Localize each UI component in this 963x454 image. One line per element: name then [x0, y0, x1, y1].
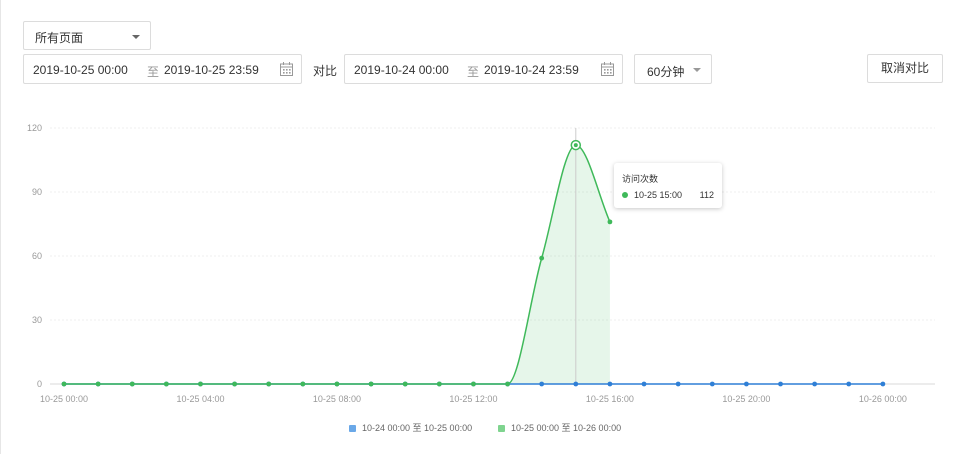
interval-select-value: 60分钟	[647, 65, 685, 79]
y-tick-label: 60	[32, 251, 42, 261]
compare-range-separator: 至	[467, 65, 480, 79]
y-tick-label: 30	[32, 315, 42, 325]
x-tick-label: 10-25 20:00	[722, 394, 770, 404]
data-point	[744, 381, 749, 387]
legend-item-compare[interactable]: 10-24 00:00 至 10-25 00:00	[349, 421, 472, 434]
legend-label: 10-25 00:00 至 10-26 00:00	[511, 423, 622, 433]
frame-border	[0, 0, 1, 454]
visits-chart[interactable]: 0 30 60 90 120 10-25 00:00 10-25 04:00 10-25 0…	[0, 110, 963, 410]
current-range-start: 2019-10-25 00:00	[33, 63, 128, 77]
y-tick-label: 0	[37, 379, 42, 389]
data-point	[812, 381, 818, 387]
legend-swatch	[349, 425, 356, 433]
data-point	[539, 255, 545, 261]
x-tick-label: 10-25 08:00	[313, 394, 361, 404]
tooltip-value: 112	[699, 190, 714, 200]
data-point	[368, 381, 374, 387]
data-point	[232, 381, 238, 387]
data-point	[300, 381, 306, 387]
data-point	[641, 381, 647, 387]
legend-swatch	[498, 425, 505, 433]
data-point	[95, 381, 101, 387]
current-date-range-picker[interactable]: 2019-10-25 00:00 至 2019-10-25 23:59	[23, 54, 302, 84]
data-point	[607, 219, 613, 225]
data-point	[607, 381, 613, 387]
calendar-icon[interactable]	[601, 62, 614, 76]
page-select[interactable]: 所有页面	[23, 21, 151, 50]
data-point	[61, 381, 67, 387]
chart-tooltip: 访问次数 10-25 15:00 112	[614, 163, 722, 208]
data-point	[778, 381, 783, 387]
x-tick-label: 10-25 00:00	[40, 394, 88, 404]
data-point	[539, 381, 545, 387]
data-point	[505, 381, 510, 387]
current-range-separator: 至	[147, 65, 160, 79]
chevron-down-icon	[693, 68, 701, 72]
data-point	[846, 381, 852, 387]
compare-label: 对比	[313, 64, 338, 78]
series-area-current	[64, 145, 610, 384]
legend-label: 10-24 00:00 至 10-25 00:00	[362, 423, 473, 433]
data-point	[129, 381, 135, 387]
chevron-down-icon	[132, 35, 140, 39]
compare-range-end: 2019-10-24 23:59	[484, 63, 579, 77]
data-point	[675, 381, 681, 387]
data-point	[573, 381, 579, 387]
current-range-end: 2019-10-25 23:59	[164, 63, 259, 77]
data-point	[436, 381, 442, 387]
tooltip-series-dot	[622, 192, 628, 198]
y-tick-label: 90	[32, 187, 42, 197]
page-select-value: 所有页面	[35, 31, 84, 45]
legend-item-current[interactable]: 10-25 00:00 至 10-26 00:00	[498, 421, 621, 434]
data-point	[163, 381, 169, 387]
data-point	[334, 381, 340, 387]
tooltip-label: 10-25 15:00	[634, 190, 683, 200]
data-point	[471, 381, 476, 387]
x-tick-label: 10-25 12:00	[449, 394, 497, 404]
data-point-highlight-core	[573, 143, 578, 148]
y-tick-label: 120	[27, 123, 42, 133]
cancel-compare-button[interactable]: 取消对比	[867, 54, 943, 83]
data-point	[266, 381, 272, 387]
calendar-icon[interactable]	[280, 62, 293, 76]
data-point	[198, 381, 203, 387]
x-tick-label: 10-26 00:00	[859, 394, 907, 404]
x-tick-label: 10-25 04:00	[176, 394, 224, 404]
data-point	[402, 381, 408, 387]
data-point	[880, 381, 886, 387]
tooltip-title: 访问次数	[622, 174, 659, 184]
data-point	[709, 381, 715, 387]
x-tick-label: 10-25 16:00	[586, 394, 634, 404]
compare-range-start: 2019-10-24 00:00	[354, 63, 449, 77]
compare-date-range-picker[interactable]: 2019-10-24 00:00 至 2019-10-24 23:59	[344, 54, 623, 84]
series-line-current	[63, 144, 611, 385]
interval-select[interactable]: 60分钟	[634, 54, 712, 84]
